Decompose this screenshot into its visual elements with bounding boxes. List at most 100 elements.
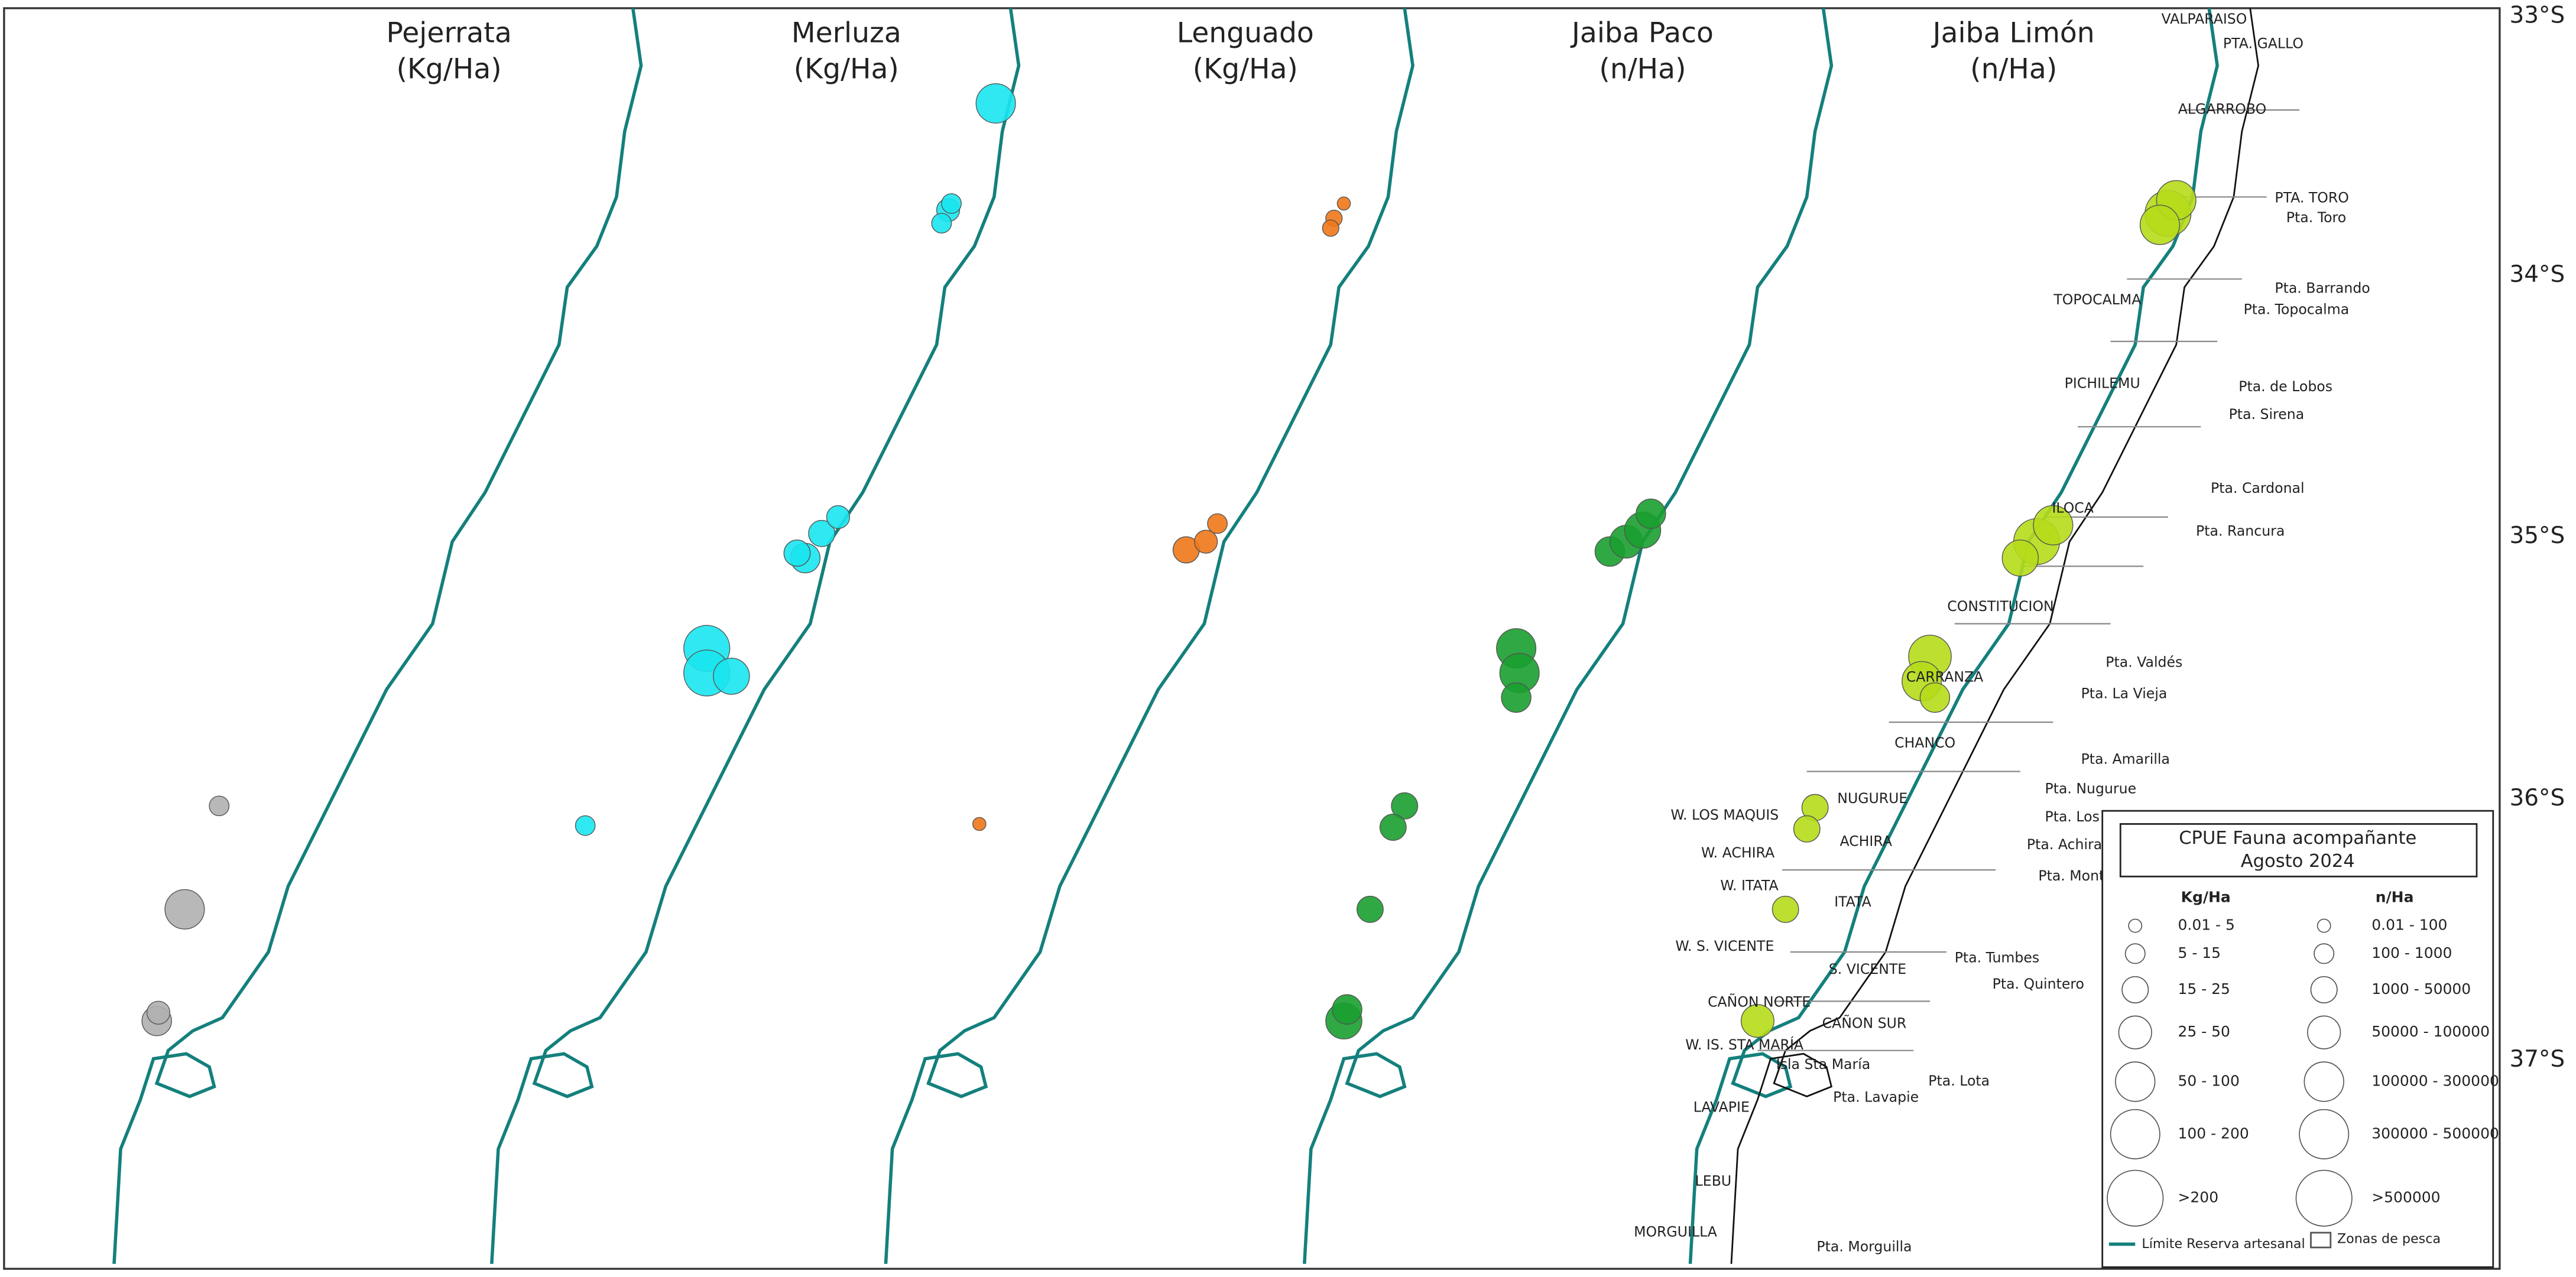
legend-symbol [2110, 1109, 2160, 1159]
catch-bubble [826, 505, 851, 529]
catch-bubble [808, 519, 836, 547]
panel-title: Lenguado [1177, 17, 1314, 49]
reserve-limit [1688, 8, 2219, 1264]
legend-symbol [2307, 1015, 2341, 1049]
catch-bubble [1332, 994, 1362, 1025]
place-label: PTA. TORO [2275, 190, 2348, 206]
place-label: W. S. VICENTE [1675, 938, 1774, 954]
catch-bubble [931, 213, 952, 234]
catch-bubble [713, 658, 750, 695]
catch-bubble [1919, 682, 1951, 713]
place-label: Pta. Cardonal [2211, 480, 2305, 496]
catch-bubble [975, 83, 1016, 124]
legend-symbol [2118, 1015, 2152, 1049]
catch-bubble [146, 1000, 171, 1025]
place-label: Pta. Lota [1928, 1073, 1990, 1089]
panel-title: Jaiba Paco [1570, 17, 1714, 49]
legend-class: 100000 - 300000 [2371, 1072, 2499, 1089]
place-label: CHANCO [1894, 735, 1955, 751]
place-label: Pta. Topocalma [2244, 301, 2350, 317]
place-label: Pta. Toro [2286, 209, 2346, 226]
place-label: W. ITATA [1720, 877, 1778, 893]
catch-bubble [2033, 505, 2074, 545]
legend-class: 15 - 25 [2178, 980, 2230, 997]
legend-symbol [2121, 976, 2149, 1003]
catch-bubble [209, 795, 230, 817]
legend-zone-box [2310, 1231, 2332, 1249]
catch-bubble [1193, 529, 1218, 554]
legend-symbol [2124, 943, 2146, 964]
place-label: Pta. Morguilla [1816, 1239, 1912, 1255]
place-label: Pta. Lavapie [1833, 1089, 1919, 1106]
catch-bubble [1793, 815, 1821, 843]
legend-class: 50 - 100 [2178, 1072, 2239, 1089]
place-label: PTA. GALLO [2223, 35, 2304, 51]
catch-bubble [1740, 1004, 1774, 1038]
legend-class: 0.01 - 100 [2371, 917, 2447, 934]
place-label: Pta. Barrando [2275, 280, 2370, 296]
place-label: CARRANZA [1906, 669, 1984, 685]
panel-title: Jaiba Limón [1931, 17, 2095, 49]
reserve-limit [112, 8, 643, 1264]
catch-bubble [1322, 219, 1339, 237]
place-label: S. VICENTE [1829, 961, 1906, 977]
panel-unit: (n/Ha) [1970, 53, 2057, 85]
frame [3, 7, 2501, 1270]
place-label: Pta. La Vieja [2081, 685, 2168, 701]
place-label: TOPOCALMA [2053, 291, 2141, 308]
legend-class: >500000 [2371, 1189, 2440, 1206]
place-label: W. ACHIRA [1701, 844, 1774, 861]
legend-symbol [2317, 918, 2331, 933]
catch-bubble [2001, 540, 2039, 577]
place-label: ACHIRA [1839, 833, 1892, 849]
legend-subtitle: Agosto 2024 [2241, 851, 2355, 872]
catch-bubble [1636, 498, 1666, 529]
place-label: ALGARROBO [2178, 101, 2266, 118]
panel-title: Pejerrata [386, 17, 511, 49]
legend-symbol [2128, 918, 2143, 933]
legend-class: 100 - 1000 [2371, 944, 2452, 961]
legend-symbol [2107, 1169, 2164, 1227]
place-label: Pta. Valdés [2105, 654, 2182, 671]
legend-header: n/Ha [2376, 888, 2414, 905]
place-label: Pta. Amarilla [2081, 751, 2170, 768]
legend-header: Kg/Ha [2181, 888, 2231, 905]
reserve-limit [490, 8, 1021, 1264]
place-label: LAVAPIE [1693, 1099, 1750, 1115]
legend-class: 1000 - 50000 [2371, 980, 2471, 997]
catch-bubble [1391, 792, 1419, 820]
place-label: LEBU [1695, 1172, 1732, 1189]
legend-class: >200 [2178, 1189, 2218, 1206]
place-label: CAÑON SUR [1822, 1015, 1907, 1032]
latitude-label: 36°S [2510, 785, 2565, 811]
place-label: ITATA [1834, 893, 1871, 910]
panel-title: Merluza [791, 17, 901, 49]
legend-symbol [2304, 1061, 2344, 1102]
catch-bubble [1772, 895, 1799, 923]
legend-footer: Límite Reserva artesanal [2142, 1236, 2305, 1252]
legend-symbol [2295, 1169, 2353, 1227]
place-label: Pta. Rancura [2196, 522, 2285, 539]
place-label: Pta. Achira [2027, 836, 2102, 853]
reserve-limit [884, 8, 1414, 1264]
latitude-label: 33°S [2510, 2, 2565, 28]
place-label: NUGURUE [1837, 790, 1907, 807]
legend-class: 100 - 200 [2178, 1125, 2249, 1142]
latitude-label: 37°S [2510, 1046, 2565, 1073]
legend-footer: Zonas de pesca [2337, 1231, 2441, 1247]
catch-bubble [972, 817, 987, 831]
catch-bubble [1379, 814, 1407, 841]
place-label: Pta. Quintero [1993, 976, 2084, 992]
catch-bubble [1501, 682, 1532, 713]
latitude-label: 34°S [2510, 261, 2565, 288]
catch-bubble [164, 889, 205, 930]
legend-symbol [2115, 1061, 2156, 1102]
place-label: MORGUILLA [1634, 1224, 1717, 1240]
legend-title-box [2119, 823, 2478, 878]
catch-bubble [575, 815, 596, 836]
catch-bubble [1336, 196, 1351, 211]
catch-bubble [783, 540, 811, 567]
legend-symbol [2314, 943, 2335, 964]
place-label: Pta. de Lobos [2238, 378, 2332, 395]
place-label: Isla Sta María [1776, 1056, 1870, 1073]
